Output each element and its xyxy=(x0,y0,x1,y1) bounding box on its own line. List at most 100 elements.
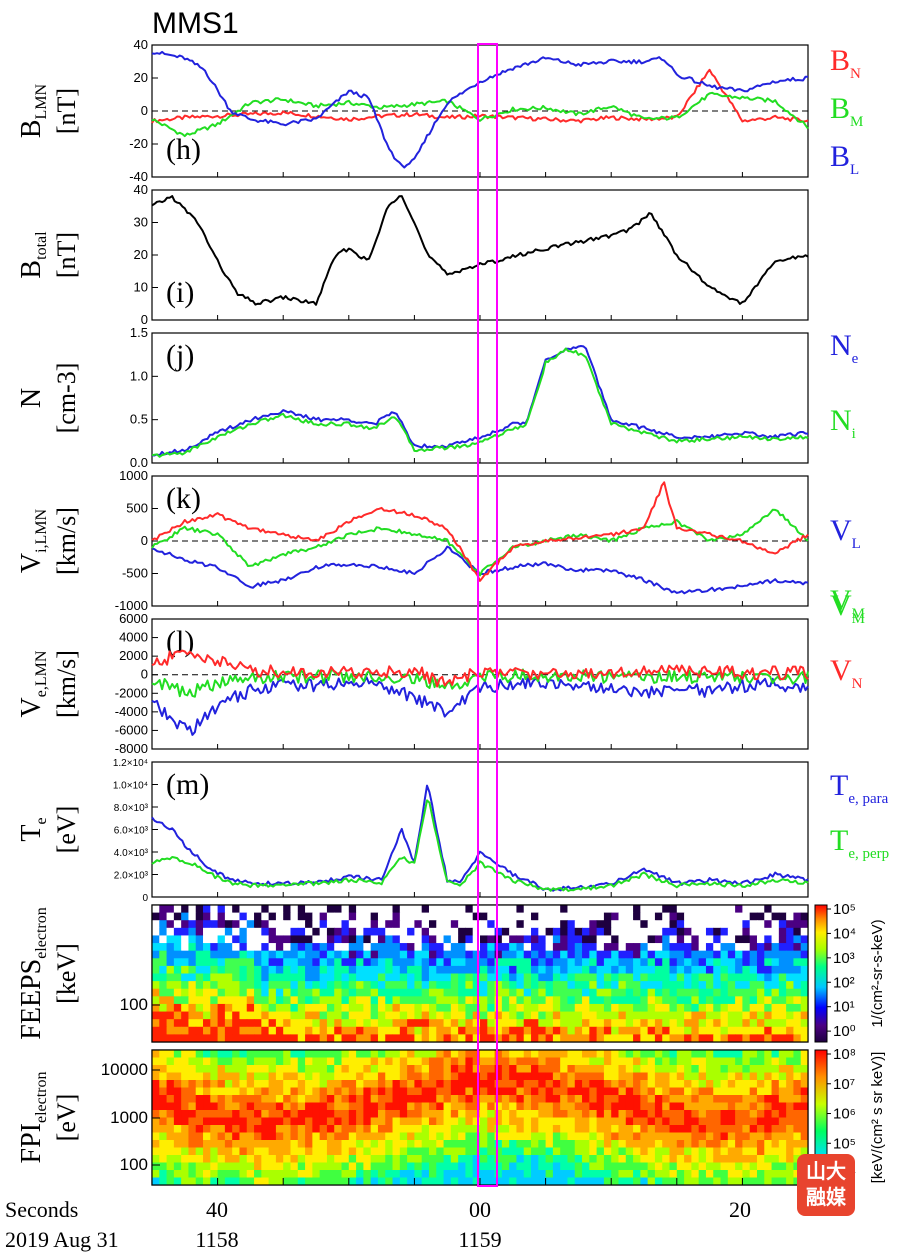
colorbar-label-o-2: 10⁶ xyxy=(833,1106,856,1123)
legend-l-1: VN xyxy=(830,654,863,692)
yunit-j: [cm-3] xyxy=(52,363,81,434)
series-l-Ve_L xyxy=(151,675,809,736)
ylabel-h: BLMN xyxy=(16,83,50,138)
ytick-label-j-3: 0.0 xyxy=(130,455,148,470)
ytick-label-o-1: 1000 xyxy=(110,1108,148,1127)
colorbar-label-o-0: 10⁸ xyxy=(833,1046,856,1063)
ytick-label-j-1: 1.0 xyxy=(130,368,148,383)
yunit-h: [nT] xyxy=(52,88,81,134)
colorbar-label-o-1: 10⁷ xyxy=(833,1076,855,1093)
legend-l-0: VM xyxy=(830,589,865,627)
panel-m: Te [eV] (m) 1.2×10⁴ 1.0×10⁴ 8.0×10³ 6.0×10³ 4.0… xyxy=(16,758,889,904)
ytick-label-m-5: 2.0×10³ xyxy=(114,871,149,882)
tick-seconds-00: 00 xyxy=(469,1197,491,1222)
logo: 山大融媒 xyxy=(797,1154,855,1216)
legend-h-1: BM xyxy=(830,92,863,130)
colorbar-label-n-0: 10⁵ xyxy=(833,901,856,918)
ytick-label-h-1: 20 xyxy=(134,70,148,85)
yunit-i: [nT] xyxy=(52,232,81,278)
ytick-label-l-0: 6000 xyxy=(119,611,148,626)
panel-l: Ve,LMN [km/s](l)6000400020000-2000-4000-6… xyxy=(16,589,865,756)
ytick-label-j-0: 1.5 xyxy=(130,325,148,340)
series-k-V_M xyxy=(151,508,809,577)
ytick-label-h-3: -20 xyxy=(129,136,148,151)
ytick-label-k-1: 500 xyxy=(126,501,148,516)
plot-frame-l xyxy=(151,618,809,750)
logo-text: 山大融媒 xyxy=(806,1159,846,1209)
ytick-label-l-2: 2000 xyxy=(119,648,148,663)
footer-seconds-label: Seconds xyxy=(5,1197,78,1222)
series-l-Ve_N xyxy=(151,649,809,688)
ytick-label-l-5: -4000 xyxy=(115,704,148,719)
ytick-label-i-3: 10 xyxy=(134,280,148,295)
heatmap-cells-o xyxy=(152,1050,809,1186)
ytick-label-o-2: 100 xyxy=(120,1155,148,1174)
ytick-label-i-1: 30 xyxy=(134,215,148,230)
panel-k: Vi,LMN [km/s] (k) 1000 500 0 -500 -1000 VL VM xyxy=(16,468,865,622)
ytick-label-m-4: 4.0×10³ xyxy=(114,848,149,859)
yunit-k: [km/s] xyxy=(52,507,81,575)
ytick-label-h-2: 0 xyxy=(141,103,148,118)
colorbar-label-n-3: 10² xyxy=(833,974,855,991)
colorbar-label-n-2: 10³ xyxy=(833,950,855,967)
series-k-V_N xyxy=(151,481,809,582)
panel-j: N [cm-3] (j) 1.5 1.0 0.5 0.0 Ne Ni xyxy=(16,325,859,470)
ytick-label-k-3: -500 xyxy=(122,566,148,581)
colorbar-title-n: 1/(cm²-sr-s-keV) xyxy=(869,919,886,1027)
footer: Seconds 2019 Aug 31 40 00 20 1158 1159 xyxy=(5,1197,751,1252)
colorbar-label-n-4: 10¹ xyxy=(833,999,855,1016)
panel-label-h: (h) xyxy=(166,133,201,166)
legend-j-1: Ni xyxy=(830,404,856,442)
tick-minute-1158: 1158 xyxy=(195,1227,238,1252)
ytick-label-l-4: -2000 xyxy=(115,685,148,700)
ytick-label-k-2: 0 xyxy=(141,533,148,548)
ytick-label-k-4: -1000 xyxy=(115,598,148,613)
colorbar-title-o: [keV/(cm² s sr keV)] xyxy=(869,1052,886,1184)
footer-date-label: 2019 Aug 31 xyxy=(5,1227,119,1252)
legend-k-1: VM xyxy=(830,584,865,622)
ylabel-n: FEEPSelectron xyxy=(16,907,50,1039)
series-h-B_M xyxy=(151,91,809,138)
ytick-label-i-4: 0 xyxy=(141,312,148,327)
ytick-label-i-0: 40 xyxy=(134,182,148,197)
tick-minute-1159: 1159 xyxy=(458,1227,501,1252)
series-j-N_i xyxy=(151,347,809,458)
highlight-interval xyxy=(477,43,498,1187)
heatmap-frame-n xyxy=(151,904,809,1043)
ytick-label-m-2: 8.0×10³ xyxy=(114,803,149,814)
plot-frame-m xyxy=(151,761,809,898)
legend-m-0: Te, para xyxy=(830,769,889,807)
ytick-label-h-0: 40 xyxy=(134,37,148,52)
ytick-label-m-1: 1.0×10⁴ xyxy=(113,781,148,792)
ylabel-o: FPIelectron xyxy=(16,1072,50,1164)
ylabel-j: N xyxy=(16,388,47,408)
ylabel-k: Vi,LMN xyxy=(16,508,50,573)
panel-o: FPIelectron[eV](o)10000100010010⁸10⁷10⁶1… xyxy=(16,1046,886,1186)
panel-label-j: (j) xyxy=(166,339,194,372)
panel-i: Btotal [nT] (i) 40 30 20 10 0 xyxy=(16,182,809,327)
legend-k-0: VL xyxy=(830,514,861,552)
ytick-label-h-4: -40 xyxy=(129,169,148,184)
ytick-label-n-0: 100 xyxy=(120,995,148,1014)
panel-n: FEEPSelectron[keV](n)10010⁵10⁴10³10²10¹1… xyxy=(16,901,886,1043)
heatmap-cells-n xyxy=(152,905,809,1043)
ytick-label-m-3: 6.0×10³ xyxy=(114,826,149,837)
ylabel-i: Btotal xyxy=(16,231,50,279)
ytick-label-l-3: 0 xyxy=(141,667,148,682)
tick-seconds-40: 40 xyxy=(206,1197,228,1222)
ytick-label-j-2: 0.5 xyxy=(130,412,148,427)
ytick-label-l-1: 4000 xyxy=(119,630,148,645)
ylabel-m: Te xyxy=(16,817,50,841)
series-h-B_N xyxy=(151,68,809,124)
series-m-Te_perp xyxy=(151,799,809,892)
panel-h: BLMN [nT] (h) 40 20 0 -20 -40 BN BM BL xyxy=(16,37,863,184)
panel-label-k: (k) xyxy=(166,482,201,515)
tick-seconds-20: 20 xyxy=(729,1197,751,1222)
panel-label-i: (i) xyxy=(166,276,194,309)
legend-j-0: Ne xyxy=(830,329,859,367)
plot-frame-j xyxy=(151,332,809,464)
ytick-label-l-7: -8000 xyxy=(115,741,148,756)
ytick-label-k-0: 1000 xyxy=(119,468,148,483)
ylabel-l: Ve,LMN xyxy=(16,650,50,717)
